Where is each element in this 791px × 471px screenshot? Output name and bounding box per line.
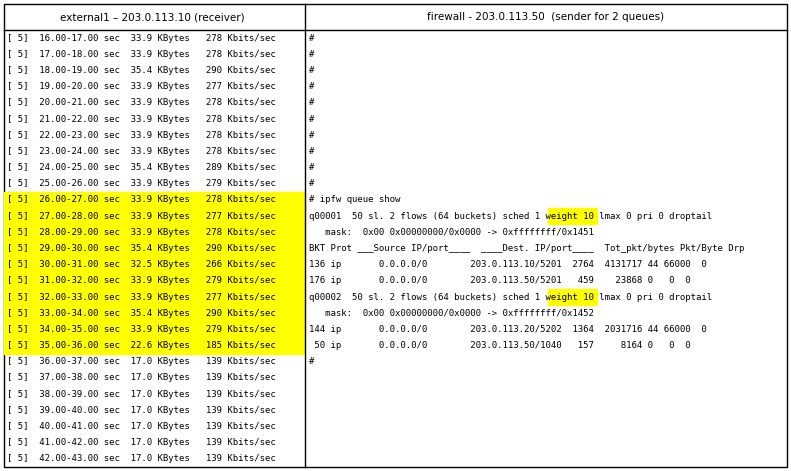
Bar bbox=[4, 224, 305, 240]
Text: [ 5]  40.00-41.00 sec  17.0 KBytes   139 Kbits/sec: [ 5] 40.00-41.00 sec 17.0 KBytes 139 Kbi… bbox=[7, 422, 276, 431]
Text: BKT Prot ___Source IP/port____  ____Dest. IP/port____  Tot_pkt/bytes Pkt/Byte Dr: BKT Prot ___Source IP/port____ ____Dest.… bbox=[309, 244, 744, 253]
Text: #: # bbox=[309, 66, 314, 75]
Text: q00002  50 sl. 2 flows (64 buckets) sched 1 weight 10 lmax 0 pri 0 droptail: q00002 50 sl. 2 flows (64 buckets) sched… bbox=[309, 292, 712, 301]
Text: [ 5]  32.00-33.00 sec  33.9 KBytes   277 Kbits/sec: [ 5] 32.00-33.00 sec 33.9 KBytes 277 Kbi… bbox=[7, 292, 276, 301]
Bar bbox=[547, 208, 596, 224]
Text: firewall - 203.0.113.50  (sender for 2 queues): firewall - 203.0.113.50 (sender for 2 qu… bbox=[427, 12, 664, 22]
Text: [ 5]  38.00-39.00 sec  17.0 KBytes   139 Kbits/sec: [ 5] 38.00-39.00 sec 17.0 KBytes 139 Kbi… bbox=[7, 390, 276, 398]
Text: [ 5]  27.00-28.00 sec  33.9 KBytes   277 Kbits/sec: [ 5] 27.00-28.00 sec 33.9 KBytes 277 Kbi… bbox=[7, 211, 276, 220]
Text: [ 5]  42.00-43.00 sec  17.0 KBytes   139 Kbits/sec: [ 5] 42.00-43.00 sec 17.0 KBytes 139 Kbi… bbox=[7, 455, 276, 463]
Text: [ 5]  21.00-22.00 sec  33.9 KBytes   278 Kbits/sec: [ 5] 21.00-22.00 sec 33.9 KBytes 278 Kbi… bbox=[7, 114, 276, 123]
Text: [ 5]  19.00-20.00 sec  33.9 KBytes   277 Kbits/sec: [ 5] 19.00-20.00 sec 33.9 KBytes 277 Kbi… bbox=[7, 82, 276, 91]
Text: mask:  0x00 0x00000000/0x0000 -> 0xffffffff/0x1452: mask: 0x00 0x00000000/0x0000 -> 0xffffff… bbox=[309, 309, 594, 318]
Bar bbox=[4, 321, 305, 338]
Text: [ 5]  35.00-36.00 sec  22.6 KBytes   185 Kbits/sec: [ 5] 35.00-36.00 sec 22.6 KBytes 185 Kbi… bbox=[7, 341, 276, 350]
Text: [ 5]  24.00-25.00 sec  35.4 KBytes   289 Kbits/sec: [ 5] 24.00-25.00 sec 35.4 KBytes 289 Kbi… bbox=[7, 163, 276, 172]
Text: [ 5]  41.00-42.00 sec  17.0 KBytes   139 Kbits/sec: [ 5] 41.00-42.00 sec 17.0 KBytes 139 Kbi… bbox=[7, 438, 276, 447]
Text: [ 5]  28.00-29.00 sec  33.9 KBytes   278 Kbits/sec: [ 5] 28.00-29.00 sec 33.9 KBytes 278 Kbi… bbox=[7, 228, 276, 237]
Text: [ 5]  23.00-24.00 sec  33.9 KBytes   278 Kbits/sec: [ 5] 23.00-24.00 sec 33.9 KBytes 278 Kbi… bbox=[7, 147, 276, 156]
Bar bbox=[4, 257, 305, 273]
Text: mask:  0x00 0x00000000/0x0000 -> 0xffffffff/0x1451: mask: 0x00 0x00000000/0x0000 -> 0xffffff… bbox=[309, 228, 594, 237]
Text: [ 5]  26.00-27.00 sec  33.9 KBytes   278 Kbits/sec: [ 5] 26.00-27.00 sec 33.9 KBytes 278 Kbi… bbox=[7, 195, 276, 204]
Text: [ 5]  16.00-17.00 sec  33.9 KBytes   278 Kbits/sec: [ 5] 16.00-17.00 sec 33.9 KBytes 278 Kbi… bbox=[7, 33, 276, 42]
Text: #: # bbox=[309, 82, 314, 91]
Bar bbox=[4, 273, 305, 289]
Text: [ 5]  34.00-35.00 sec  33.9 KBytes   279 Kbits/sec: [ 5] 34.00-35.00 sec 33.9 KBytes 279 Kbi… bbox=[7, 325, 276, 334]
Bar bbox=[547, 289, 596, 305]
Bar bbox=[4, 305, 305, 321]
Text: #: # bbox=[309, 98, 314, 107]
Text: #: # bbox=[309, 50, 314, 59]
Text: [ 5]  39.00-40.00 sec  17.0 KBytes   139 Kbits/sec: [ 5] 39.00-40.00 sec 17.0 KBytes 139 Kbi… bbox=[7, 406, 276, 415]
Text: # ipfw queue show: # ipfw queue show bbox=[309, 195, 400, 204]
Text: 50 ip       0.0.0.0/0        203.0.113.50/1040   157     8164 0   0  0: 50 ip 0.0.0.0/0 203.0.113.50/1040 157 81… bbox=[309, 341, 691, 350]
Text: #: # bbox=[309, 179, 314, 188]
Text: #: # bbox=[309, 33, 314, 42]
Text: #: # bbox=[309, 163, 314, 172]
Text: [ 5]  18.00-19.00 sec  35.4 KBytes   290 Kbits/sec: [ 5] 18.00-19.00 sec 35.4 KBytes 290 Kbi… bbox=[7, 66, 276, 75]
Text: [ 5]  37.00-38.00 sec  17.0 KBytes   139 Kbits/sec: [ 5] 37.00-38.00 sec 17.0 KBytes 139 Kbi… bbox=[7, 374, 276, 382]
Bar bbox=[4, 338, 305, 354]
Text: 136 ip       0.0.0.0/0        203.0.113.10/5201  2764  4131717 44 66000  0: 136 ip 0.0.0.0/0 203.0.113.10/5201 2764 … bbox=[309, 260, 706, 269]
Text: [ 5]  17.00-18.00 sec  33.9 KBytes   278 Kbits/sec: [ 5] 17.00-18.00 sec 33.9 KBytes 278 Kbi… bbox=[7, 50, 276, 59]
Text: 176 ip       0.0.0.0/0        203.0.113.50/5201   459    23868 0   0  0: 176 ip 0.0.0.0/0 203.0.113.50/5201 459 2… bbox=[309, 276, 691, 285]
Bar bbox=[4, 240, 305, 257]
Text: #: # bbox=[309, 114, 314, 123]
Text: [ 5]  36.00-37.00 sec  17.0 KBytes   139 Kbits/sec: [ 5] 36.00-37.00 sec 17.0 KBytes 139 Kbi… bbox=[7, 357, 276, 366]
Bar bbox=[4, 289, 305, 305]
Bar bbox=[4, 208, 305, 224]
Text: [ 5]  22.00-23.00 sec  33.9 KBytes   278 Kbits/sec: [ 5] 22.00-23.00 sec 33.9 KBytes 278 Kbi… bbox=[7, 131, 276, 140]
Text: #: # bbox=[309, 357, 314, 366]
Text: external1 – 203.0.113.10 (receiver): external1 – 203.0.113.10 (receiver) bbox=[60, 12, 244, 22]
Text: [ 5]  31.00-32.00 sec  33.9 KBytes   279 Kbits/sec: [ 5] 31.00-32.00 sec 33.9 KBytes 279 Kbi… bbox=[7, 276, 276, 285]
Text: q00001  50 sl. 2 flows (64 buckets) sched 1 weight 10 lmax 0 pri 0 droptail: q00001 50 sl. 2 flows (64 buckets) sched… bbox=[309, 211, 712, 220]
Text: [ 5]  25.00-26.00 sec  33.9 KBytes   279 Kbits/sec: [ 5] 25.00-26.00 sec 33.9 KBytes 279 Kbi… bbox=[7, 179, 276, 188]
Text: [ 5]  29.00-30.00 sec  35.4 KBytes   290 Kbits/sec: [ 5] 29.00-30.00 sec 35.4 KBytes 290 Kbi… bbox=[7, 244, 276, 253]
Text: [ 5]  33.00-34.00 sec  35.4 KBytes   290 Kbits/sec: [ 5] 33.00-34.00 sec 35.4 KBytes 290 Kbi… bbox=[7, 309, 276, 318]
Text: 144 ip       0.0.0.0/0        203.0.113.20/5202  1364  2031716 44 66000  0: 144 ip 0.0.0.0/0 203.0.113.20/5202 1364 … bbox=[309, 325, 706, 334]
Text: #: # bbox=[309, 147, 314, 156]
Text: [ 5]  30.00-31.00 sec  32.5 KBytes   266 Kbits/sec: [ 5] 30.00-31.00 sec 32.5 KBytes 266 Kbi… bbox=[7, 260, 276, 269]
Text: #: # bbox=[309, 131, 314, 140]
Text: [ 5]  20.00-21.00 sec  33.9 KBytes   278 Kbits/sec: [ 5] 20.00-21.00 sec 33.9 KBytes 278 Kbi… bbox=[7, 98, 276, 107]
Bar bbox=[4, 192, 305, 208]
